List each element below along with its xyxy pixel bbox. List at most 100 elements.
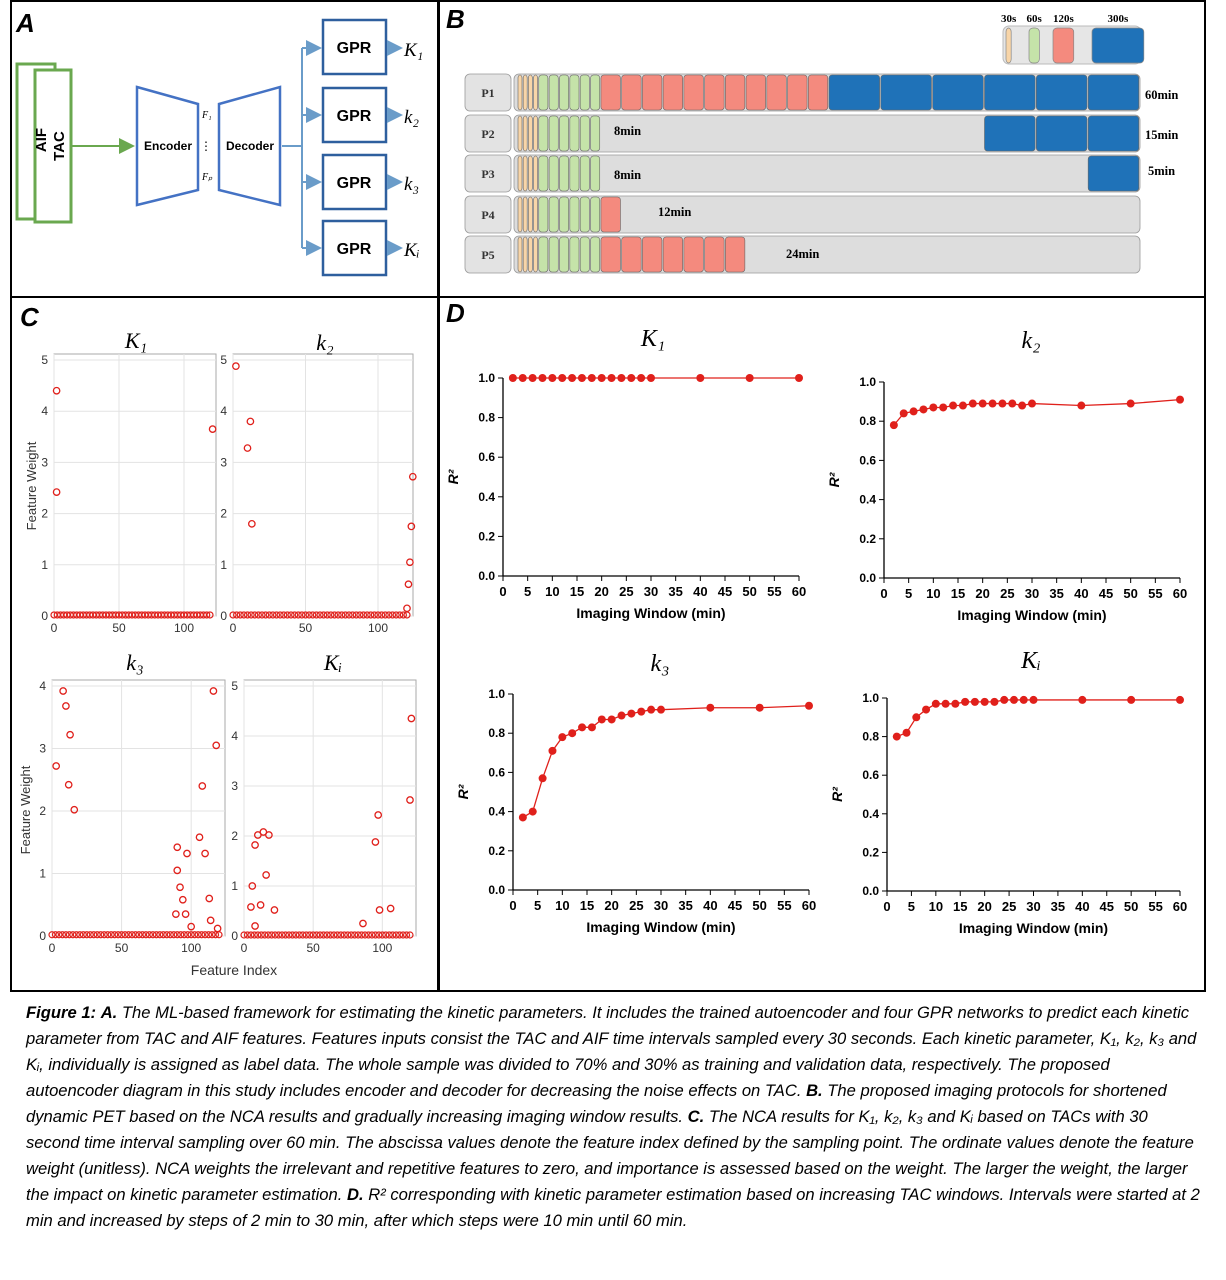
data-point bbox=[647, 374, 655, 382]
x-tick-label: 35 bbox=[668, 584, 682, 599]
protocol-frame bbox=[766, 74, 787, 111]
data-point bbox=[988, 399, 997, 408]
zero-weight-point bbox=[184, 931, 192, 939]
zero-weight-point bbox=[287, 611, 295, 619]
zero-weight-point bbox=[233, 611, 241, 619]
zero-weight-point bbox=[344, 931, 352, 939]
x-tick-label: 50 bbox=[1124, 899, 1138, 914]
data-point bbox=[66, 730, 74, 739]
protocol-track bbox=[513, 114, 1141, 153]
zero-weight-point bbox=[337, 931, 345, 939]
protocol-frame bbox=[538, 155, 549, 192]
zero-weight-point bbox=[191, 931, 199, 939]
zero-weight-point bbox=[117, 931, 126, 939]
data-point bbox=[406, 796, 414, 804]
zero-weight-point bbox=[364, 931, 373, 939]
zero-weight-point bbox=[347, 931, 355, 939]
y-tick-label: 0.4 bbox=[859, 493, 876, 507]
data-point bbox=[548, 374, 557, 382]
data-point bbox=[980, 697, 989, 706]
output-k1: K₁ bbox=[403, 40, 423, 61]
latent-top-label: F₁ bbox=[201, 110, 212, 121]
x-tick-label: 0 bbox=[509, 898, 516, 913]
y-tick-label: 4 bbox=[231, 729, 238, 743]
y-tick-label: 0 bbox=[39, 929, 46, 943]
x-tick-label: 40 bbox=[1074, 586, 1088, 601]
data-point bbox=[637, 707, 646, 716]
zero-weight-point bbox=[381, 611, 389, 619]
encoder-label: Encoder bbox=[144, 139, 192, 153]
zero-weight-point bbox=[276, 611, 284, 619]
data-point bbox=[173, 866, 182, 875]
caption-fig-label: Figure 1: bbox=[26, 1003, 97, 1022]
y-tick-label: 0.2 bbox=[862, 845, 879, 859]
protocol-frame bbox=[1087, 115, 1140, 152]
protocol-frame bbox=[579, 115, 590, 152]
data-point bbox=[212, 741, 221, 750]
data-point bbox=[978, 399, 987, 408]
panel-d-border bbox=[437, 296, 1206, 992]
protocol-frame bbox=[1087, 155, 1140, 192]
gpr-box-2 bbox=[321, 86, 388, 144]
data-point bbox=[617, 711, 626, 720]
data-point bbox=[568, 374, 577, 382]
zero-weight-point bbox=[240, 931, 248, 939]
zero-weight-point bbox=[262, 611, 270, 619]
zero-weight-point bbox=[396, 931, 404, 939]
zero-weight-point bbox=[247, 931, 255, 939]
caption-d-text: R² corresponding with kinetic parameter … bbox=[26, 1185, 1200, 1230]
data-point bbox=[1019, 695, 1028, 704]
zero-weight-point bbox=[351, 931, 359, 939]
zero-weight-point bbox=[69, 931, 77, 939]
data-point bbox=[607, 715, 616, 724]
x-tick-label: 30 bbox=[654, 898, 668, 913]
data-point bbox=[597, 374, 606, 382]
panel-label-d: D bbox=[446, 298, 465, 328]
zero-weight-point bbox=[203, 611, 211, 619]
data-point bbox=[243, 444, 252, 452]
data-point bbox=[62, 702, 70, 710]
figure-caption: Figure 1: A. The ML-based framework for … bbox=[26, 1000, 1202, 1234]
x-tick-label: 50 bbox=[306, 941, 320, 955]
x-tick-label: 20 bbox=[594, 584, 608, 599]
zero-weight-point bbox=[152, 931, 160, 939]
gpr-label-2: GPR bbox=[337, 108, 372, 125]
data-point bbox=[181, 910, 190, 918]
zero-weight-point bbox=[135, 931, 143, 939]
protocol-frame bbox=[528, 115, 533, 152]
data-point bbox=[597, 715, 606, 724]
zero-weight-point bbox=[258, 611, 266, 619]
x-tick-label: 0 bbox=[49, 941, 56, 955]
zero-weight-point bbox=[265, 611, 273, 619]
data-point bbox=[931, 699, 940, 708]
zero-weight-point bbox=[392, 931, 400, 939]
x-tick-label: 15 bbox=[570, 584, 584, 599]
x-tick-label: 40 bbox=[1075, 899, 1089, 914]
output-k2: k₂ bbox=[404, 107, 419, 128]
y-tick-label: 5 bbox=[231, 679, 238, 693]
x-tick-label: 10 bbox=[545, 584, 559, 599]
data-point bbox=[1176, 695, 1184, 704]
x-tick-label: 30 bbox=[1026, 899, 1040, 914]
x-tick-label: 15 bbox=[953, 899, 967, 914]
zero-weight-point bbox=[291, 611, 299, 619]
zero-weight-point bbox=[320, 611, 328, 619]
x-tick-label: 100 bbox=[181, 941, 201, 955]
panel-label-b: B bbox=[446, 4, 465, 34]
tac-label: TAC bbox=[51, 131, 68, 161]
protocol-frame bbox=[533, 196, 538, 233]
x-tick-label: 45 bbox=[718, 584, 732, 599]
zero-weight-point bbox=[90, 931, 98, 939]
y-tick-label: 0 bbox=[220, 609, 227, 623]
data-point bbox=[52, 386, 61, 395]
gpr-label-4: GPR bbox=[337, 241, 372, 258]
zero-weight-point bbox=[65, 931, 73, 939]
zero-weight-point bbox=[399, 611, 407, 619]
y-tick-label: 4 bbox=[220, 404, 227, 418]
zero-weight-point bbox=[170, 931, 178, 939]
x-tick-label: 55 bbox=[777, 898, 791, 913]
zero-weight-point bbox=[354, 931, 362, 939]
protocol-frame bbox=[522, 236, 528, 273]
zero-weight-point bbox=[370, 611, 378, 619]
protocol-frame bbox=[1036, 115, 1088, 152]
